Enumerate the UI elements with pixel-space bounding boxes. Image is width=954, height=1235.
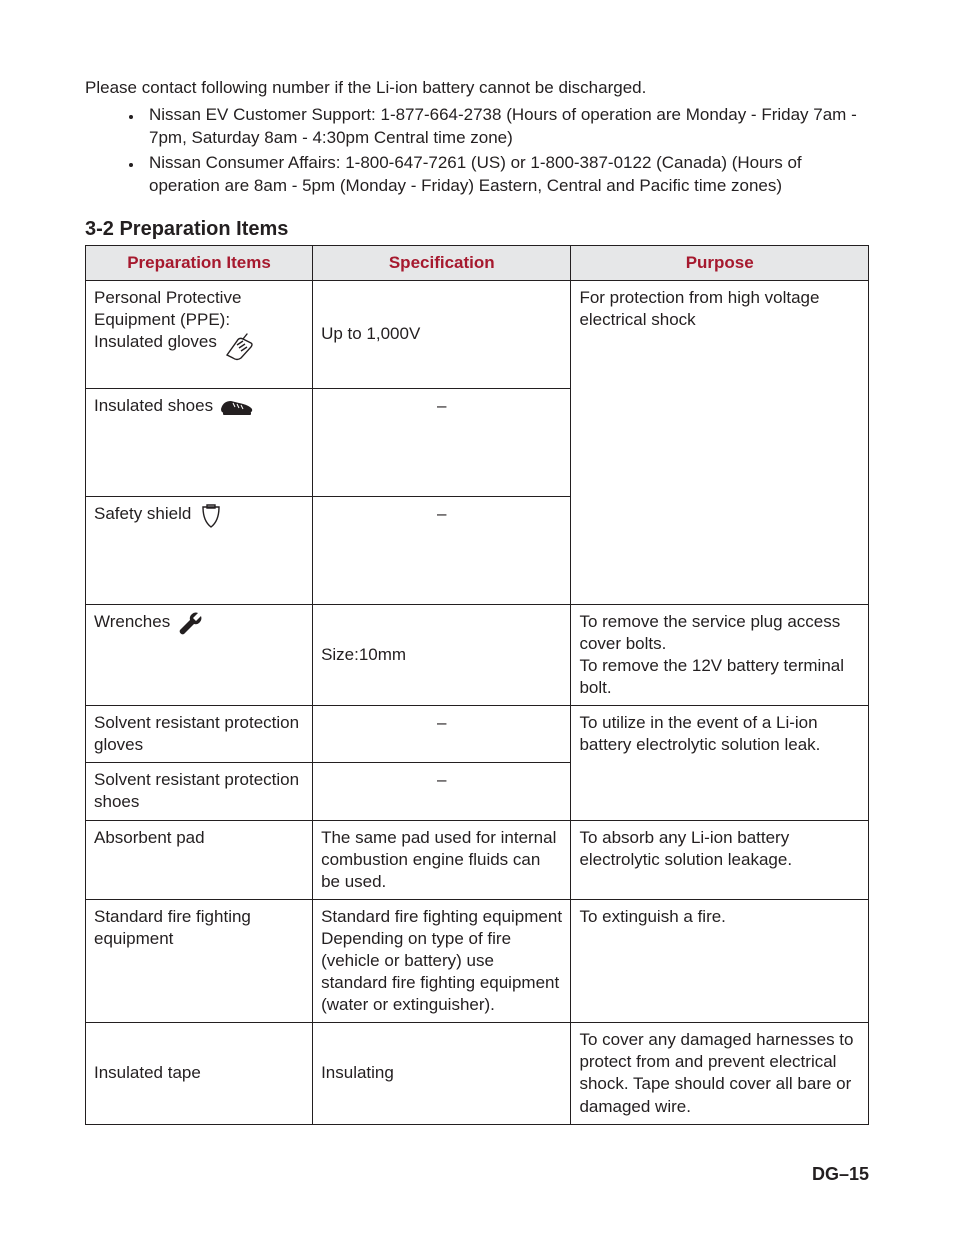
cell-solv-purpose: To utilize in the event of a Li-ion batt… (571, 706, 869, 820)
cell-ppe-gloves: Personal Protective Equipment (PPE): Ins… (86, 280, 313, 388)
table-row: Personal Protective Equipment (PPE): Ins… (86, 280, 869, 388)
cell-shield: Safety shield (86, 496, 313, 604)
cell-tape-purpose: To cover any damaged harnesses to protec… (571, 1023, 869, 1124)
table-row: Absorbent pad The same pad used for inte… (86, 820, 869, 899)
cell-solv-gloves-spec: – (313, 706, 571, 763)
cell-wrench-spec: Size:10mm (313, 604, 571, 705)
cell-fire-spec: Standard fire fighting equipment Dependi… (313, 899, 571, 1022)
ppe-label: Personal Protective Equipment (PPE): (94, 288, 241, 329)
table-row: Insulated tape Insulating To cover any d… (86, 1023, 869, 1124)
cell-shoes-spec: – (313, 388, 571, 496)
cell-shoes: Insulated shoes (86, 388, 313, 496)
glove-icon (223, 331, 257, 367)
shoe-icon (219, 395, 255, 423)
wrench-label: Wrenches (94, 611, 170, 633)
page-container: Please contact following number if the L… (0, 0, 954, 1235)
header-preparation-items: Preparation Items (86, 245, 313, 280)
table-row: Wrenches Size:10mm To remove the service… (86, 604, 869, 705)
cell-wrenches: Wrenches (86, 604, 313, 705)
cell-solv-shoes: Solvent resistant protection shoes (86, 763, 313, 820)
cell-pad: Absorbent pad (86, 820, 313, 899)
cell-wrench-purpose: To remove the service plug access cover … (571, 604, 869, 705)
cell-tape-spec: Insulating (313, 1023, 571, 1124)
wrench-icon (176, 611, 204, 645)
shoes-label: Insulated shoes (94, 395, 213, 417)
section-heading: 3-2 Preparation Items (85, 218, 869, 241)
cell-solv-shoes-spec: – (313, 763, 571, 820)
bullet-item-0: Nissan EV Customer Support: 1-877-664-27… (143, 104, 869, 150)
cell-shield-spec: – (313, 496, 571, 604)
cell-fire: Standard fire fighting equipment (86, 899, 313, 1022)
table-header-row: Preparation Items Specification Purpose (86, 245, 869, 280)
bullet-item-1: Nissan Consumer Affairs: 1-800-647-7261 … (143, 152, 869, 198)
gloves-label: Insulated gloves (94, 331, 217, 353)
cell-ppe-purpose: For protection from high voltage electri… (571, 280, 869, 604)
shield-icon (197, 503, 225, 535)
shield-label: Safety shield (94, 503, 191, 525)
cell-solv-gloves: Solvent resistant protection gloves (86, 706, 313, 763)
table-row: Standard fire fighting equipment Standar… (86, 899, 869, 1022)
table-row: Solvent resistant protection gloves – To… (86, 706, 869, 763)
intro-paragraph: Please contact following number if the L… (85, 77, 869, 100)
cell-tape: Insulated tape (86, 1023, 313, 1124)
preparation-table: Preparation Items Specification Purpose … (85, 245, 869, 1125)
cell-pad-spec: The same pad used for internal combustio… (313, 820, 571, 899)
header-purpose: Purpose (571, 245, 869, 280)
cell-pad-purpose: To absorb any Li-ion battery electrolyti… (571, 820, 869, 899)
page-footer: DG–15 (812, 1164, 869, 1185)
contact-bullet-list: Nissan EV Customer Support: 1-877-664-27… (85, 104, 869, 198)
cell-gloves-spec: Up to 1,000V (313, 280, 571, 388)
cell-fire-purpose: To extinguish a fire. (571, 899, 869, 1022)
header-specification: Specification (313, 245, 571, 280)
